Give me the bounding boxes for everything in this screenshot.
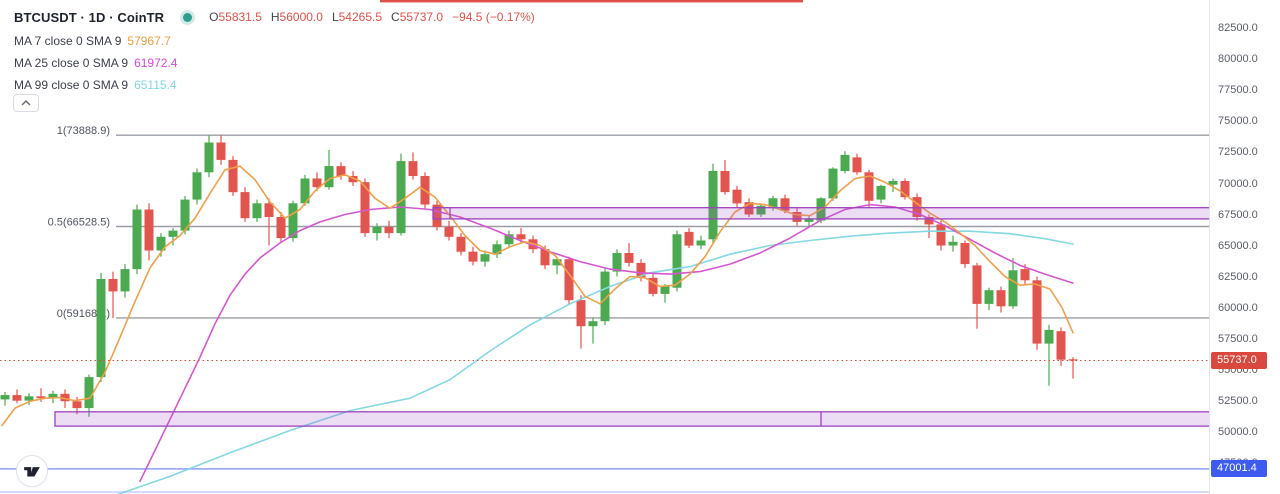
ohlc-item: C55737.0 — [391, 10, 444, 24]
axis-tick-label: 70000.0 — [1218, 177, 1258, 190]
axis-tick-label: 50000.0 — [1218, 425, 1258, 438]
tradingview-logo[interactable] — [16, 455, 48, 487]
ma25-line — [139, 203, 1074, 483]
axis-tick-label: 80000.0 — [1218, 53, 1258, 66]
axis-tick-label: 77500.0 — [1218, 84, 1258, 97]
axis-tick-label: 67500.0 — [1218, 208, 1258, 221]
price-change: −94.5 (−0.17%) — [452, 10, 535, 24]
zone-rect — [432, 207, 1210, 220]
indicator-row-ma1[interactable]: MA 25 close 0 SMA 9 61972.4 — [14, 56, 535, 70]
axis-tick-label: 65000.0 — [1218, 239, 1258, 252]
ohlc-values: O55831.5 H56000.0 L54265.5 C55737.0 −94.5 (−… — [209, 10, 535, 24]
collapse-indicators-button[interactable] — [13, 94, 39, 112]
indicator-row-ma0[interactable]: MA 7 close 0 SMA 9 57967.7 — [14, 34, 535, 48]
indicator-value: 57967.7 — [127, 34, 171, 48]
indicator-label: MA 99 close 0 SMA 9 — [14, 78, 129, 92]
indicator-label: MA 25 close 0 SMA 9 — [14, 56, 129, 70]
axis-tick-label: 75000.0 — [1218, 115, 1258, 128]
ohlc-item: H56000.0 — [270, 10, 323, 24]
axis-tick-label: 60000.0 — [1218, 301, 1258, 314]
chevron-up-icon — [21, 100, 31, 106]
current-price-label: 55737.0 — [1211, 352, 1267, 369]
price-chart-pane[interactable]: 1(73888.9)0.5(66528.5)0(59168.1) — [0, 0, 1210, 494]
indicator-label: MA 7 close 0 SMA 9 — [14, 34, 122, 48]
market-status-dot[interactable] — [183, 12, 193, 22]
indicator-value: 65115.4 — [134, 78, 177, 92]
ohlc-item: L54265.5 — [331, 10, 383, 24]
symbol-title[interactable]: BTCUSDT · 1D · CoinTR — [14, 9, 165, 25]
support-price-label: 47001.4 — [1211, 460, 1267, 478]
zone-rect — [54, 411, 1210, 427]
fib-label: 1(73888.9) — [57, 125, 110, 137]
indicator-value: 61972.4 — [134, 56, 178, 70]
symbol-row[interactable]: BTCUSDT · 1D · CoinTR O55831.5 H56000.0 L5… — [14, 8, 535, 26]
clipped-level-line — [380, 0, 803, 3]
axis-tick-label: 82500.0 — [1218, 22, 1258, 35]
price-axis[interactable]: 82500.0 80000.0 77500.0 75000.0 72500.0 70000… — [1209, 0, 1280, 494]
price-zones — [54, 207, 1210, 427]
ma99-line — [116, 230, 1074, 494]
tradingview-logo-icon — [24, 467, 40, 477]
fib-label: 0.5(66528.5) — [48, 217, 110, 229]
axis-tick-label: 72500.0 — [1218, 146, 1258, 159]
indicator-row-ma2[interactable]: MA 99 close 0 SMA 9 65115.4 — [14, 78, 535, 92]
chart-legend: BTCUSDT · 1D · CoinTR O55831.5 H56000.0 L5… — [14, 8, 535, 93]
fib-retracement: 1(73888.9)0.5(66528.5)0(59168.1) — [48, 125, 1210, 320]
candles — [0, 135, 1078, 417]
ma7-line — [1, 165, 1074, 427]
ohlc-item: O55831.5 — [209, 10, 262, 24]
axis-tick-label: 52500.0 — [1218, 394, 1258, 407]
axis-tick-label: 57500.0 — [1218, 332, 1258, 345]
axis-tick-label: 62500.0 — [1218, 270, 1258, 283]
